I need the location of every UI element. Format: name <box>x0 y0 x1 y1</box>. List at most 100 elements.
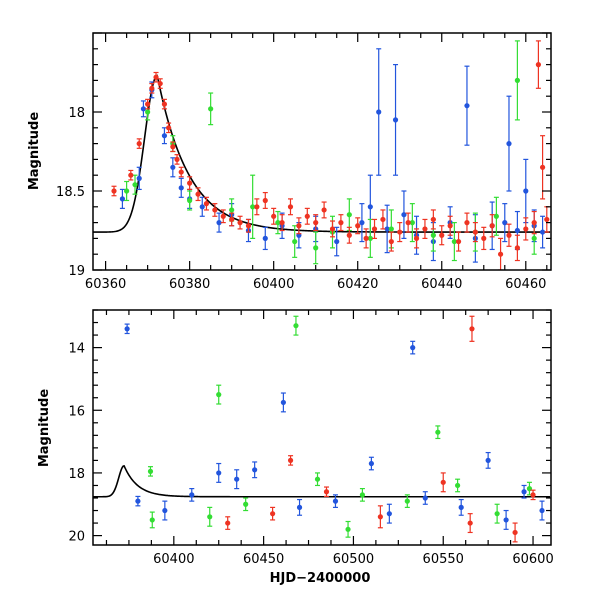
data-point <box>514 40 520 121</box>
data-point <box>296 498 303 516</box>
data-point <box>521 484 527 499</box>
data-point <box>451 222 457 262</box>
bottom-y-tick-label: 14 <box>68 342 85 357</box>
top-x-tick-label: 60380 <box>169 277 210 292</box>
data-point <box>237 215 243 230</box>
bottom-series-2 <box>225 315 536 543</box>
data-point <box>254 198 260 216</box>
bottom-series-0 <box>124 323 545 530</box>
top-y-tick-label: 19 <box>68 264 85 279</box>
data-point <box>489 214 495 238</box>
data-point <box>512 522 518 543</box>
data-point <box>368 456 374 471</box>
data-point <box>464 212 470 233</box>
data-point <box>243 497 249 512</box>
data-point <box>430 209 436 230</box>
data-point <box>323 486 330 498</box>
top-panel: 60360 60380 60400 60420 60440 60460 18 18.5 19 <box>56 32 552 292</box>
data-point <box>371 218 378 239</box>
data-point <box>271 207 277 225</box>
data-point <box>178 177 184 198</box>
data-point <box>422 491 428 505</box>
data-point <box>544 206 550 233</box>
data-point <box>384 204 390 254</box>
bottom-x-tick-label: 60400 <box>153 552 194 567</box>
data-point <box>124 180 130 202</box>
bottom-model-curve <box>93 464 551 498</box>
data-point <box>535 40 541 89</box>
data-point <box>409 203 415 243</box>
data-point <box>502 203 508 243</box>
data-point <box>275 210 281 235</box>
bottom-series-1 <box>147 315 533 538</box>
data-point <box>332 494 339 508</box>
data-point <box>523 217 529 241</box>
data-point <box>531 210 537 235</box>
data-point <box>136 166 142 191</box>
data-point <box>216 384 222 405</box>
data-point <box>346 226 352 244</box>
top-y-tick-label: 18.5 <box>56 185 85 200</box>
data-point <box>304 207 310 225</box>
data-point <box>464 65 470 146</box>
data-point <box>174 154 180 165</box>
data-point <box>539 500 545 521</box>
data-point <box>124 323 130 335</box>
data-point <box>147 466 154 477</box>
top-model-curve <box>93 74 551 233</box>
data-point <box>170 141 176 153</box>
data-point <box>388 231 394 252</box>
data-point <box>149 82 155 94</box>
data-point <box>401 190 407 239</box>
top-x-tick-label: 60460 <box>505 277 546 292</box>
data-point <box>410 340 416 355</box>
data-point <box>355 217 361 235</box>
data-point <box>447 215 453 236</box>
data-point <box>467 513 473 534</box>
data-point <box>472 222 478 243</box>
data-point <box>140 100 147 118</box>
data-point <box>207 506 213 527</box>
data-point <box>497 237 504 270</box>
data-point <box>359 203 365 243</box>
data-point <box>435 425 441 440</box>
data-point <box>161 98 168 110</box>
data-point <box>346 198 352 232</box>
data-point <box>229 212 235 227</box>
bottom-y-tick-label: 16 <box>68 404 85 419</box>
top-plot-area <box>93 40 551 270</box>
data-point <box>189 488 195 502</box>
data-point <box>363 228 369 249</box>
bottom-x-tick-label: 60450 <box>243 552 284 567</box>
data-point <box>503 509 509 530</box>
data-point <box>514 234 520 262</box>
top-frame <box>92 32 552 271</box>
data-point <box>422 218 428 239</box>
top-x-tick-label: 60360 <box>85 277 126 292</box>
data-point <box>367 218 373 258</box>
data-point <box>404 494 410 508</box>
data-point <box>280 392 286 413</box>
data-point <box>203 196 210 211</box>
data-point <box>245 218 252 233</box>
top-series-2 <box>111 40 550 270</box>
data-point <box>145 98 151 110</box>
data-point <box>136 138 142 149</box>
data-point <box>128 169 134 181</box>
data-point <box>216 462 222 483</box>
data-point <box>506 223 512 247</box>
data-point <box>296 217 302 235</box>
bottom-frame <box>92 309 552 546</box>
data-point <box>481 226 487 251</box>
bottom-x-tick-label: 60500 <box>333 552 374 567</box>
data-point <box>270 506 276 521</box>
data-point <box>313 231 319 265</box>
data-point <box>439 225 445 246</box>
data-point <box>485 451 491 469</box>
data-point <box>153 71 159 83</box>
data-point <box>405 212 411 233</box>
data-point <box>135 495 141 507</box>
data-point <box>334 226 340 257</box>
data-point <box>469 315 475 342</box>
